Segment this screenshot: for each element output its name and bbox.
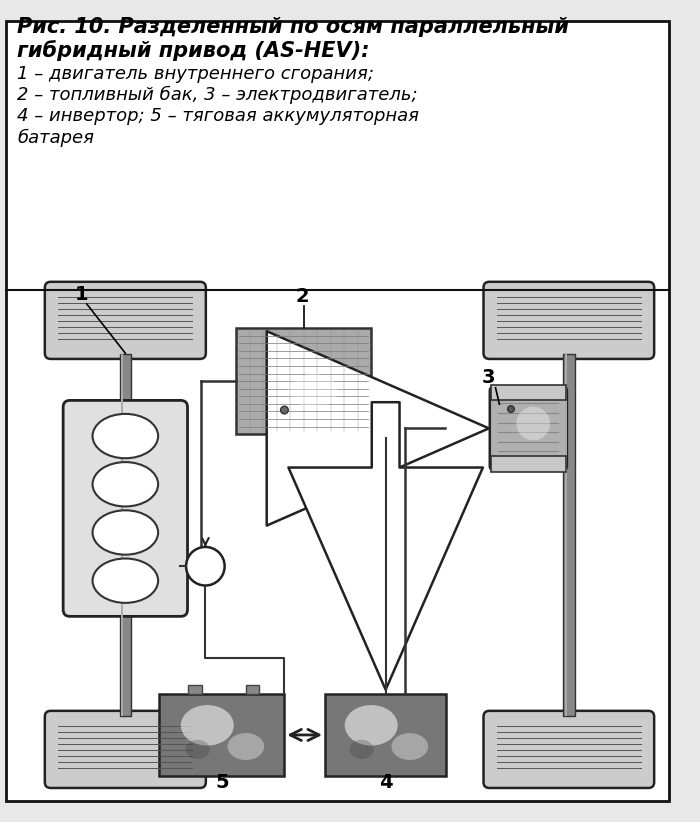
Ellipse shape <box>289 374 337 408</box>
Ellipse shape <box>181 705 234 746</box>
Bar <box>120 354 131 716</box>
Text: батарея: батарея <box>18 128 95 147</box>
Ellipse shape <box>92 462 158 506</box>
FancyBboxPatch shape <box>484 711 654 788</box>
Ellipse shape <box>92 510 158 555</box>
Text: 1 – двигатель внутреннего сгорания;: 1 – двигатель внутреннего сгорания; <box>18 65 374 83</box>
Bar <box>159 694 284 776</box>
Ellipse shape <box>349 740 374 759</box>
Bar <box>236 328 371 434</box>
Ellipse shape <box>344 705 398 746</box>
Bar <box>122 354 123 716</box>
Bar <box>491 456 566 472</box>
Ellipse shape <box>228 733 264 760</box>
Text: Рис. 10. Разделенный по осям параллельный: Рис. 10. Разделенный по осям параллельны… <box>18 16 569 37</box>
Bar <box>491 385 566 400</box>
Text: 5: 5 <box>215 773 229 792</box>
Bar <box>246 686 260 694</box>
Bar <box>563 354 575 716</box>
FancyBboxPatch shape <box>45 711 206 788</box>
Bar <box>565 354 567 716</box>
FancyBboxPatch shape <box>490 387 567 470</box>
Text: 4: 4 <box>379 773 393 792</box>
Text: 2: 2 <box>296 287 309 306</box>
Circle shape <box>508 406 514 413</box>
Ellipse shape <box>92 414 158 458</box>
Ellipse shape <box>391 733 428 760</box>
Ellipse shape <box>186 740 210 759</box>
Text: 1: 1 <box>75 285 89 304</box>
Text: 4 – инвертор; 5 – тяговая аккумуляторная: 4 – инвертор; 5 – тяговая аккумуляторная <box>18 108 419 125</box>
Text: гибридный привод (AS-HEV):: гибридный привод (AS-HEV): <box>18 39 370 61</box>
FancyBboxPatch shape <box>484 282 654 359</box>
Ellipse shape <box>92 558 158 603</box>
FancyBboxPatch shape <box>45 282 206 359</box>
FancyBboxPatch shape <box>63 400 188 616</box>
Text: 3: 3 <box>482 368 496 387</box>
Circle shape <box>281 406 288 414</box>
Text: 2 – топливный бак, 3 – электродвигатель;: 2 – топливный бак, 3 – электродвигатель; <box>18 86 418 104</box>
Ellipse shape <box>517 407 550 441</box>
Circle shape <box>186 547 225 585</box>
Bar <box>188 686 202 694</box>
Bar <box>326 694 446 776</box>
